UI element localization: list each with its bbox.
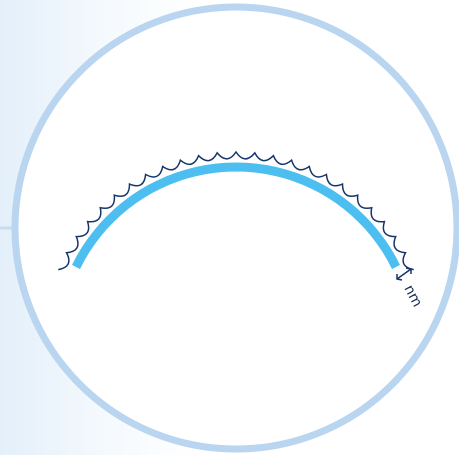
- membrane-arc: [72, 162, 400, 270]
- thickness-arrow: [396, 267, 412, 281]
- frame-circle: [11, 3, 459, 453]
- scalloped-edge: [58, 150, 414, 271]
